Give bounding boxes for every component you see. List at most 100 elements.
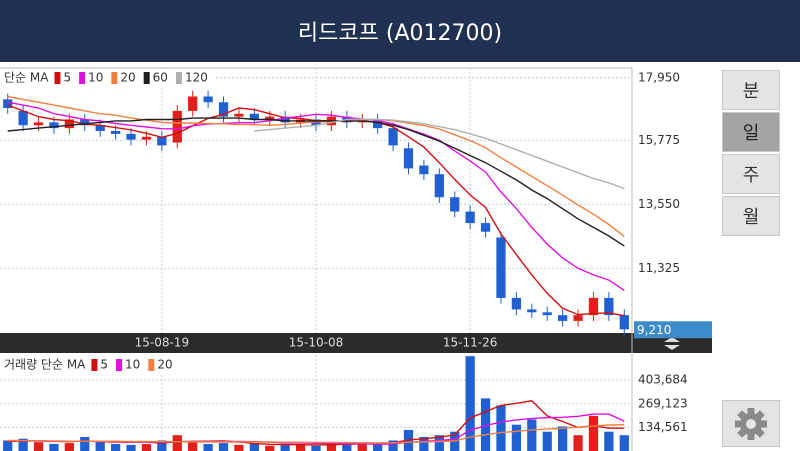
candle-body [3,99,13,108]
volume-bar [280,444,290,451]
candle-body [126,133,136,140]
legend-label: 5 [100,358,108,372]
candle-body [619,315,629,330]
period-button[interactable]: 월 [722,196,780,236]
candle-body [280,116,290,123]
last-price-label: 9,210 [637,323,671,337]
candle-body [573,315,583,321]
ma-line [7,101,625,291]
volume-bar [265,445,275,451]
legend-label: 20 [157,358,172,372]
candle-body [110,131,121,134]
volume-bar [203,443,213,451]
candle-body [203,96,213,103]
legend-label: 120 [185,71,208,85]
volume-bar [234,444,244,451]
volume-bar [527,419,537,451]
legend-swatch [111,72,118,84]
volume-bar [511,424,522,451]
candle-body [480,223,491,232]
legend-label: 20 [120,71,135,85]
volume-bar [188,442,198,451]
candle-body [419,165,429,175]
candle-body [450,197,460,212]
legend-swatch [54,72,61,84]
candle-body [49,122,59,129]
panel: 403,684 269,123 134,561 거래량 단순 MA 5 10 20 [0,355,688,451]
legend: 단순 MA 5 10 20 60 120 [0,69,216,87]
candle-body [249,113,259,120]
candle-body [604,297,614,316]
y-tick-label: 13,550 [638,197,680,211]
volume-bar [126,444,136,451]
ma-line [7,95,625,238]
panel: 17,950 15,775 13,550 11,325 15-08-19 15-10-08… [0,68,712,350]
legend-swatch [91,359,98,371]
y-tick-label: 17,950 [638,70,680,84]
legend-swatch [143,72,150,84]
volume-bar [558,426,568,451]
volume-bar [619,435,629,451]
volume-bar [95,442,105,451]
volume-bar [326,443,337,451]
y-tick-label: 15,775 [638,133,680,147]
period-button[interactable]: 분 [722,70,780,110]
volume-bar [496,405,506,451]
volume-bar [434,435,444,451]
legend-label: 10 [125,358,140,372]
legend-swatch [175,72,182,84]
legend-label: 10 [88,71,103,85]
volume-bar [33,442,44,451]
x-axis-bar [0,333,712,353]
volume-bar [357,442,367,451]
candle-body [80,119,90,126]
x-tick-label: 15-11-26 [443,336,497,350]
scroll-icon [664,337,680,350]
volume-bar [49,443,59,451]
last-price-box [634,321,712,339]
candle-body [434,174,444,198]
volume-bar [573,435,583,451]
period-button[interactable]: 일 [722,112,780,152]
candle-body [511,297,522,310]
legend-label: 5 [63,71,71,85]
ma-line [254,118,625,190]
y-tick-label: 134,561 [638,420,688,434]
candle-body [403,148,414,169]
legend-bg [0,356,181,374]
volume-bar [542,431,552,451]
candle-body [465,211,475,224]
volume-bar [342,443,352,451]
candle-body [496,237,506,298]
volume-bar [311,445,321,451]
candle-body [373,119,383,129]
legend-swatch [79,72,86,84]
volume-bar [157,440,167,451]
legend-label: 60 [153,71,168,85]
ma-line [7,117,625,247]
volume-bar [465,356,475,451]
volume-bar [295,443,306,451]
volume-bar [80,436,90,451]
candle-body [33,122,44,126]
settings-button[interactable] [722,400,780,447]
period-button[interactable]: 주 [722,154,780,194]
volume-bar [141,443,152,451]
volume-bar [218,443,229,451]
ma-line [7,424,625,444]
candle-body [527,309,537,313]
volume-bar [604,431,614,451]
volume-bar [3,440,13,451]
x-tick-label: 15-10-08 [289,336,343,350]
candle-body [64,119,74,129]
volume-bar [419,436,429,451]
volume-bar [388,440,398,451]
y-tick-label: 269,123 [638,396,688,410]
candle-body [588,297,599,316]
volume-bar [373,443,383,451]
candle-body [388,128,398,146]
volume-bar [249,443,259,451]
legend-title: 단순 MA [4,71,49,85]
